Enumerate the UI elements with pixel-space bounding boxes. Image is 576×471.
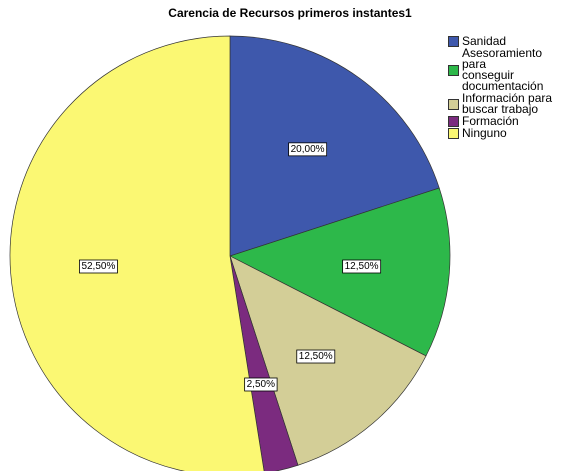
legend-item: Asesoramiento para conseguir documentaci… [448,46,573,93]
legend-swatch [448,64,459,76]
data-label: 52,50% [81,261,115,272]
data-label: 12,50% [345,261,379,272]
data-label: 12,50% [299,351,333,362]
legend-label: Formación [462,114,519,128]
legend: Sanidad Asesoramiento para conseguir docu… [448,34,573,140]
legend-item: Información para buscar trabajo [448,91,573,116]
legend-item: Formación [448,114,573,128]
legend-label: Sanidad [462,34,507,48]
legend-swatch [448,98,459,110]
legend-swatch [448,128,459,139]
pie-slice [229,35,440,257]
legend-swatch [448,36,459,47]
legend-label: Asesoramiento para conseguir documentaci… [462,46,544,93]
pie-slice [229,255,299,471]
legend-label: Información para buscar trabajo [462,91,553,116]
legend-item: Sanidad [448,34,573,48]
pie-slice [229,187,451,357]
legend-item: Ninguno [448,126,573,140]
legend-swatch [448,116,459,127]
data-label-box [296,349,336,364]
legend-label: Ninguno [462,126,507,140]
data-label-box [288,142,328,157]
data-label-box [342,259,382,274]
data-label: 2,50% [247,379,275,390]
data-label: 20,00% [291,144,325,155]
chart-title: Carencia de Recursos primeros instantes1 [168,6,412,20]
data-label-box [244,377,278,392]
pie-slice [9,35,265,471]
data-label-box [79,259,118,274]
